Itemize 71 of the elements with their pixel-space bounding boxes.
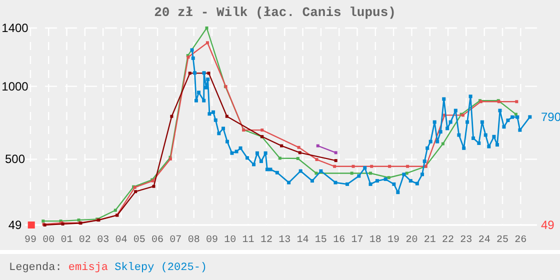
- x-tick-label: 08: [188, 235, 200, 246]
- point: [334, 151, 338, 154]
- point: [352, 164, 355, 168]
- point: [298, 151, 302, 154]
- point: [205, 26, 208, 30]
- text: emisja: [68, 262, 108, 274]
- point: [333, 164, 336, 168]
- x-tick-label: 99: [24, 235, 36, 246]
- point: [225, 114, 228, 118]
- point: [188, 72, 192, 75]
- point: [316, 144, 320, 148]
- point: [134, 190, 138, 194]
- point: [207, 72, 210, 75]
- x-tick-label: 24: [478, 235, 490, 246]
- x-tick-label: 05: [133, 235, 146, 246]
- x-tick-label: 11: [242, 235, 254, 246]
- point: [260, 128, 264, 132]
- point: [28, 222, 35, 228]
- point: [278, 156, 282, 160]
- point: [334, 159, 338, 162]
- x-tick-label: 14: [296, 235, 309, 246]
- y-tick-label: 1400: [2, 21, 29, 35]
- point: [369, 172, 372, 175]
- chart-title: 20 zł - Wilk (łac. Canis lupus): [154, 5, 396, 20]
- x-tick-label: 09: [206, 235, 218, 246]
- point: [314, 172, 318, 175]
- y-tick-label: 500: [4, 152, 26, 166]
- x-tick-label: 17: [351, 235, 364, 246]
- x-tick-label: 21: [424, 235, 436, 246]
- x-tick-label: 23: [460, 235, 472, 246]
- x-tick-label: 01: [60, 235, 73, 246]
- x-tick-label: 20: [406, 235, 418, 246]
- x-tick-label: 26: [514, 235, 527, 246]
- point: [297, 146, 300, 149]
- point: [315, 158, 318, 162]
- text: 49: [541, 218, 555, 232]
- point: [114, 208, 117, 212]
- x-tick-label: 15: [314, 235, 327, 246]
- point: [170, 114, 174, 118]
- point: [77, 218, 80, 222]
- point: [370, 164, 374, 168]
- x-tick-label: 10: [224, 235, 236, 246]
- y-tick-label: 49: [8, 218, 22, 232]
- x-tick-label: 12: [260, 235, 272, 246]
- x-tick-label: 00: [42, 235, 55, 246]
- point: [296, 157, 300, 160]
- point: [441, 142, 444, 146]
- point: [387, 176, 390, 180]
- point: [405, 172, 408, 175]
- x-tick-label: 18: [369, 235, 382, 246]
- x-tick-label: 07: [170, 235, 182, 246]
- point: [388, 164, 392, 168]
- point: [42, 220, 45, 223]
- point: [206, 41, 209, 44]
- x-tick-label: 19: [388, 235, 400, 246]
- x-tick-label: 04: [115, 235, 128, 246]
- y-tick-label: 1000: [2, 79, 29, 94]
- point: [406, 164, 410, 168]
- x-tick-label: 02: [78, 235, 91, 246]
- x-tick-label: 03: [97, 235, 110, 246]
- x-tick-label: 16: [333, 235, 346, 246]
- text: Sklepy (2025-): [114, 262, 208, 274]
- point: [152, 184, 156, 188]
- x-tick-label: 25: [496, 235, 509, 246]
- point: [515, 100, 518, 104]
- x-tick-label: 13: [278, 235, 291, 246]
- point: [350, 172, 354, 175]
- legend-title: Legenda:: [9, 262, 62, 274]
- x-tick-label: 06: [152, 235, 164, 246]
- x-tick-label: 22: [442, 235, 454, 246]
- point: [280, 144, 284, 148]
